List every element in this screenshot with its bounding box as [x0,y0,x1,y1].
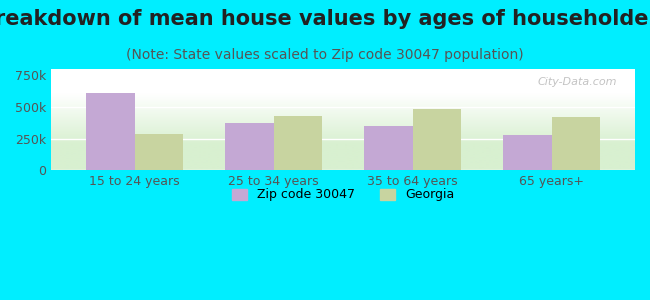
Bar [413,110,462,170]
Bar [552,117,600,170]
Text: Breakdown of mean house values by ages of householders: Breakdown of mean house values by ages o… [0,9,650,29]
Bar [274,116,322,170]
Text: City-Data.com: City-Data.com [538,77,617,87]
Text: (Note: State values scaled to Zip code 30047 population): (Note: State values scaled to Zip code 3… [126,48,524,62]
Bar [225,123,274,170]
Bar [135,134,183,170]
Bar [364,126,413,170]
Bar [503,135,552,170]
Bar [86,93,135,170]
Legend: Zip code 30047, Georgia: Zip code 30047, Georgia [227,184,459,206]
